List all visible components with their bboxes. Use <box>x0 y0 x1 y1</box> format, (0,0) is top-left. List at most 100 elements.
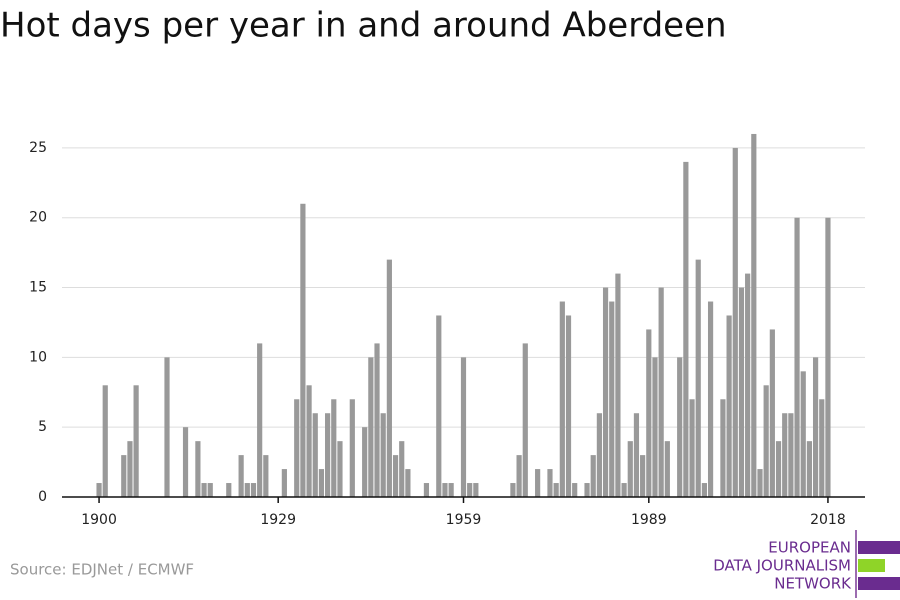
bar <box>763 385 769 497</box>
bar <box>102 385 108 497</box>
bar <box>510 483 516 497</box>
bar <box>96 483 102 497</box>
bar <box>664 441 670 497</box>
bar <box>757 469 763 497</box>
bar <box>806 441 813 497</box>
bar <box>572 483 578 497</box>
bar <box>769 329 775 497</box>
y-tick-label: 10 <box>29 349 47 365</box>
bar <box>250 483 257 497</box>
bar <box>331 399 337 497</box>
y-tick-label: 20 <box>29 210 47 226</box>
bar <box>819 399 825 497</box>
bar <box>164 357 170 497</box>
bar <box>695 259 701 497</box>
y-tick-label: 15 <box>29 280 47 296</box>
bar <box>633 413 640 497</box>
bar <box>300 203 306 497</box>
logo-text: NETWORK <box>774 575 852 593</box>
bar <box>726 315 732 497</box>
bar <box>312 413 318 497</box>
bar <box>226 483 232 497</box>
bar <box>701 483 707 497</box>
bar <box>782 413 788 497</box>
bar <box>609 301 615 497</box>
bar <box>374 343 380 497</box>
bar <box>121 455 127 497</box>
bar <box>133 385 139 497</box>
bar <box>627 441 633 497</box>
bar <box>825 217 831 498</box>
logo-bar <box>858 559 885 572</box>
logo-bar <box>858 577 900 590</box>
bar <box>442 483 448 497</box>
bar <box>775 441 782 497</box>
bar <box>683 161 689 497</box>
bar <box>244 483 250 497</box>
bar <box>707 301 714 497</box>
bar <box>565 315 572 497</box>
bar <box>788 413 794 497</box>
bar <box>263 455 269 497</box>
bar <box>800 371 806 497</box>
bar <box>794 217 800 498</box>
bar <box>460 357 467 497</box>
y-tick-label: 5 <box>38 419 47 435</box>
bar <box>522 343 528 497</box>
bar <box>590 455 596 497</box>
bar <box>516 455 522 497</box>
logo-bar <box>858 541 900 554</box>
logo-text: EUROPEAN <box>768 539 851 557</box>
bar <box>405 469 411 497</box>
bar <box>596 413 602 497</box>
x-tick-label: 1989 <box>631 512 667 528</box>
bar <box>547 469 553 497</box>
bar <box>238 455 244 497</box>
bar <box>738 287 745 497</box>
bar <box>584 483 590 497</box>
bar <box>448 483 454 497</box>
x-tick-label: 1959 <box>446 512 482 528</box>
bar <box>399 441 405 497</box>
bar <box>318 469 325 497</box>
bar <box>201 483 207 497</box>
bar <box>392 455 399 497</box>
bar <box>646 329 652 497</box>
bar <box>720 399 726 497</box>
bar <box>281 469 287 497</box>
bar <box>337 441 343 497</box>
bar <box>559 301 565 497</box>
logo-text: DATA JOURNALISM <box>713 557 851 575</box>
bar <box>652 357 658 497</box>
bar <box>182 427 189 497</box>
bar <box>368 357 374 497</box>
y-tick-label: 0 <box>38 489 47 505</box>
logo: EUROPEAN DATA JOURNALISM NETWORK <box>713 530 900 598</box>
bar <box>195 441 201 497</box>
bar <box>602 287 609 497</box>
y-tick-label: 25 <box>29 140 47 156</box>
bar <box>467 483 473 497</box>
x-tick-label: 1900 <box>81 512 117 528</box>
bar <box>658 287 664 497</box>
bar <box>294 399 300 497</box>
bar <box>751 133 757 498</box>
bar <box>207 483 213 497</box>
bar <box>473 483 479 497</box>
bar <box>436 315 442 497</box>
bar <box>640 455 646 497</box>
bar <box>306 385 312 497</box>
bar <box>812 357 819 497</box>
bar <box>745 273 751 497</box>
bar <box>362 427 368 497</box>
bar <box>732 147 738 498</box>
bar <box>325 413 331 497</box>
bar <box>621 483 627 497</box>
bar <box>386 259 392 497</box>
source: Source: EDJNet / ECMWF <box>10 561 194 579</box>
bar <box>677 357 683 497</box>
bar <box>349 399 355 497</box>
x-tick-label: 1929 <box>260 512 296 528</box>
bar <box>553 483 559 497</box>
